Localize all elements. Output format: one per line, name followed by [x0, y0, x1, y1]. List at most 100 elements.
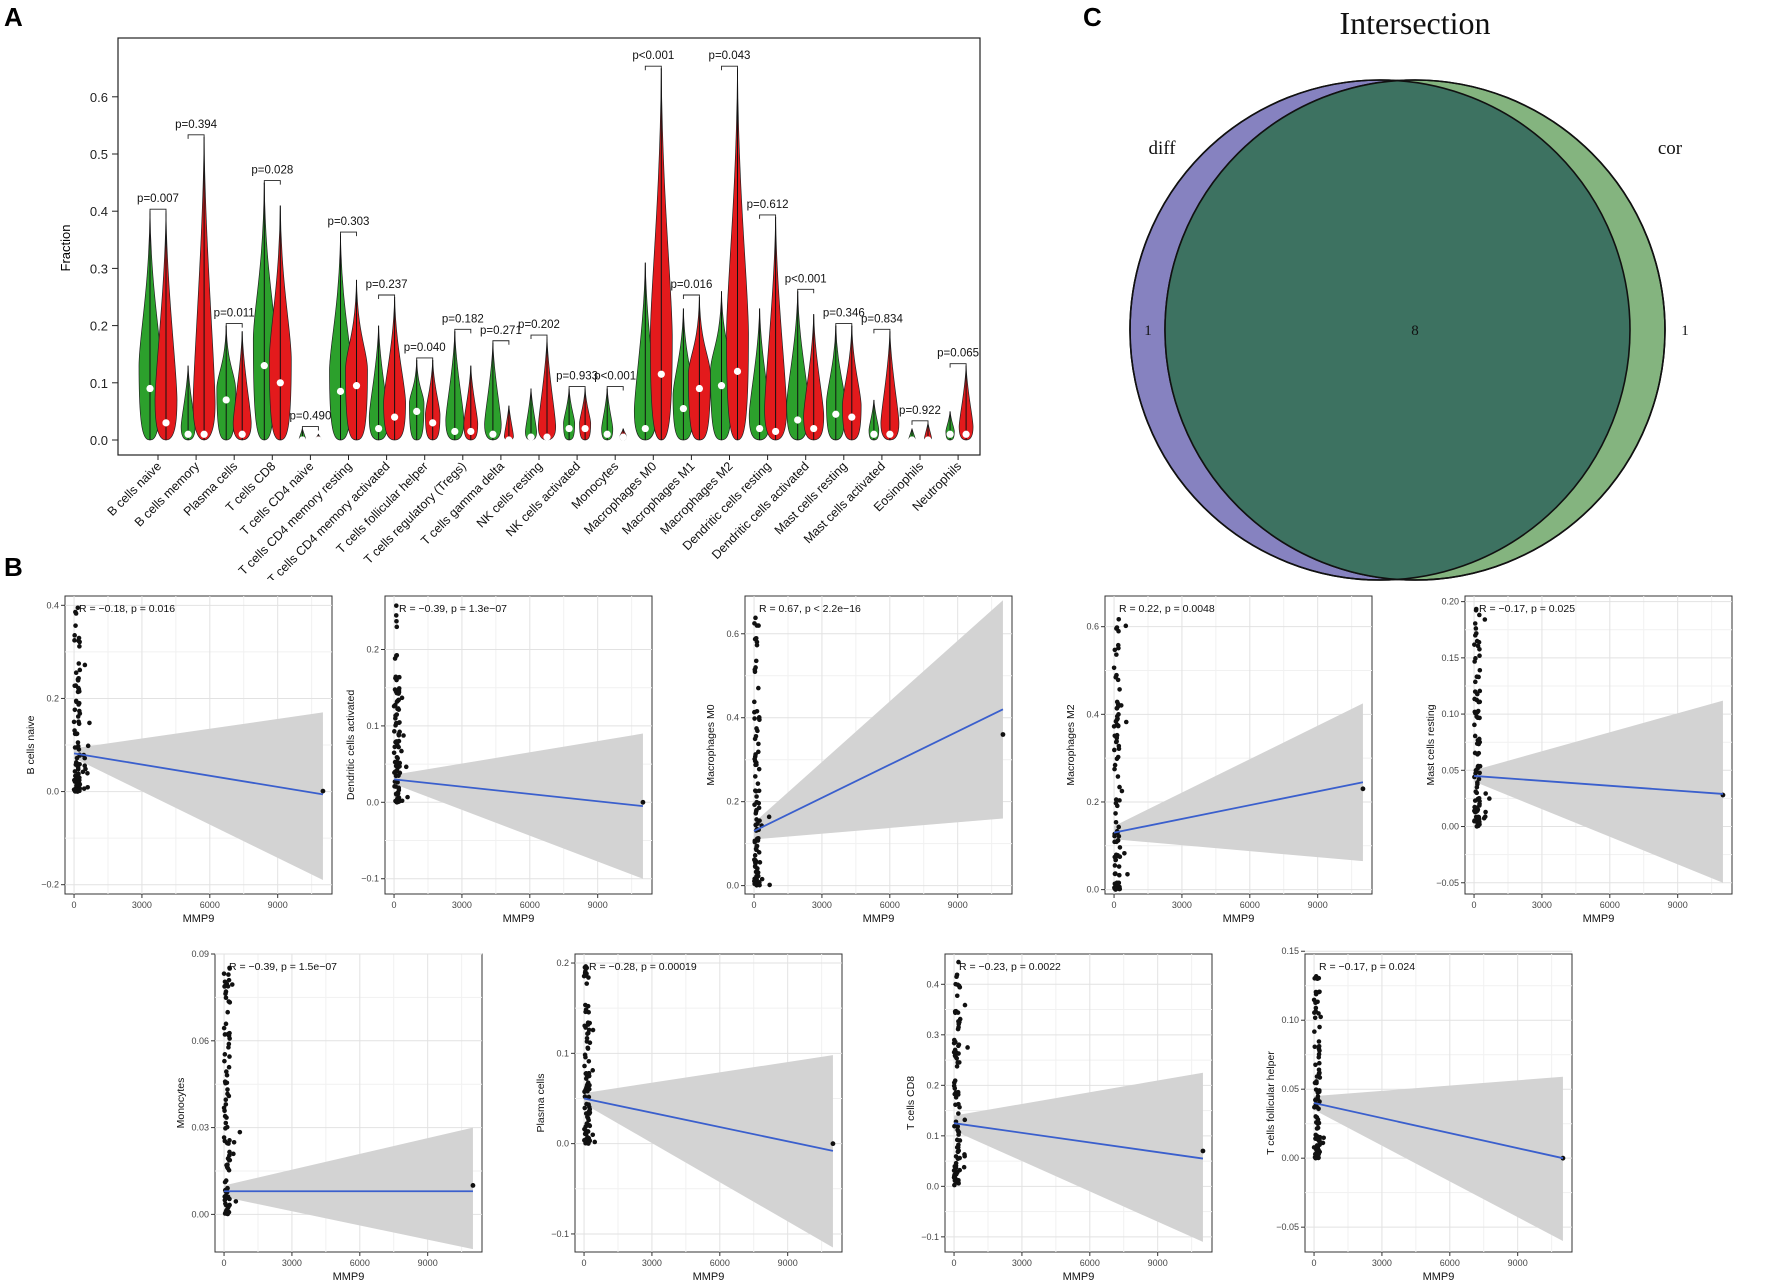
data-point: [755, 873, 761, 879]
data-point: [72, 769, 78, 774]
p-value-label: p=0.043: [709, 50, 751, 62]
data-point: [72, 787, 78, 792]
data-point: [82, 662, 88, 668]
data-point: [952, 1123, 957, 1129]
data-point: [1116, 833, 1122, 839]
p-value-label: p<0.001: [632, 50, 674, 62]
data-point: [752, 881, 757, 887]
data-point: [956, 1021, 962, 1027]
data-point: [1474, 809, 1479, 814]
data-point: [1313, 1062, 1318, 1068]
data-point: [1482, 814, 1488, 819]
violin-group1-median-dot: [946, 430, 954, 438]
data-point-outlier: [830, 1141, 836, 1147]
data-point: [1117, 872, 1122, 878]
data-point: [76, 702, 81, 707]
data-point: [225, 1165, 231, 1171]
violin-group1-median-dot: [489, 430, 497, 438]
y-tick-label: 0.5: [90, 147, 108, 162]
data-point: [401, 733, 406, 738]
data-point: [754, 836, 760, 842]
data-point: [1472, 659, 1477, 664]
data-point: [1316, 975, 1322, 981]
y-tick-label: −0.1: [921, 1232, 939, 1242]
data-point: [1112, 863, 1118, 868]
data-point: [1473, 789, 1479, 794]
data-point: [1474, 638, 1480, 644]
venn-diagram-panel-c: Intersection diff cor 1 1 8: [1129, 5, 1689, 581]
panel-label-a: A: [4, 2, 23, 32]
p-value-label: p=0.182: [442, 313, 484, 325]
y-tick-label: 0.3: [90, 261, 108, 276]
regression-line: [73, 752, 324, 796]
data-point: [1315, 1117, 1321, 1122]
scatter-plot: 0 3000 6000 9000 −0.2 0.0 0.2 0.4 MMP9 B cells na…: [25, 595, 333, 925]
scatter-plot: 0 3000 6000 9000 −0.1 0.0 0.1 0.2 0.3 0.4 MMP9 T ce…: [905, 953, 1213, 1283]
data-point: [1477, 699, 1483, 705]
data-point: [1119, 788, 1125, 794]
data-point: [757, 860, 763, 865]
violin-group2-median-dot: [848, 413, 856, 421]
violin-group1-median-dot: [222, 396, 230, 404]
data-point: [223, 989, 229, 994]
data-point: [82, 755, 88, 761]
data-point: [77, 639, 82, 645]
p-value-label: p=0.040: [404, 342, 446, 354]
x-tick-label: 9000: [948, 900, 968, 910]
data-point: [1122, 850, 1127, 856]
x-tick-label: 0: [1312, 1258, 1317, 1268]
data-point: [583, 972, 588, 978]
data-point: [583, 1071, 589, 1076]
data-point: [222, 1197, 228, 1203]
data-point: [584, 981, 590, 986]
x-tick-label: 6000: [1240, 900, 1260, 910]
data-point: [1321, 1135, 1326, 1141]
data-point: [1115, 774, 1121, 779]
p-value-label: p=0.011: [214, 308, 255, 320]
data-point: [587, 1123, 593, 1129]
data-point: [752, 667, 758, 672]
data-point: [399, 695, 405, 701]
data-point: [226, 972, 231, 977]
significance-bracket: [301, 426, 319, 431]
data-point: [405, 794, 410, 800]
data-point: [225, 1091, 230, 1097]
significance-bracket: [492, 340, 510, 345]
data-point: [223, 1202, 229, 1208]
data-point: [227, 1149, 232, 1155]
correlation-annotation: R = 0.22, p = 0.0048: [1119, 603, 1215, 615]
p-value-label: p=0.394: [175, 119, 217, 131]
x-tick-label: 0: [392, 900, 397, 910]
data-point: [766, 814, 772, 820]
y-tick-label: 0.09: [191, 949, 209, 959]
data-point: [237, 1129, 243, 1135]
y-tick-label: 0.2: [46, 693, 59, 703]
data-point: [226, 1045, 231, 1050]
scatter-plot: 0 3000 6000 9000 −0.1 0.0 0.1 0.2 MMP9 Dendritic …: [345, 595, 653, 925]
y-tick-label: −0.05: [1436, 878, 1459, 888]
violin-group1-median-dot: [375, 424, 383, 433]
data-point: [965, 1045, 970, 1050]
data-point: [590, 1068, 596, 1073]
y-tick-label: 0.2: [556, 958, 569, 968]
venn-count-cor-only: 1: [1681, 323, 1689, 339]
data-point: [953, 1165, 959, 1171]
data-point: [73, 611, 79, 616]
y-axis-label: Macrophages M2: [1065, 704, 1077, 785]
data-point: [1312, 976, 1317, 981]
violin-group1-median-dot: [679, 404, 688, 413]
regression-line: [1473, 775, 1724, 795]
y-tick-label: 0.2: [726, 797, 739, 807]
data-point: [396, 773, 401, 778]
data-point: [1312, 1080, 1318, 1086]
confidence-band: [1314, 1076, 1563, 1241]
y-tick-label: 0.4: [46, 600, 59, 610]
data-point: [1315, 1125, 1321, 1131]
data-point: [1312, 1015, 1318, 1021]
data-point: [225, 1009, 230, 1015]
violin-group1-median-dot: [756, 424, 764, 433]
data-point: [1117, 784, 1122, 790]
data-point: [583, 1025, 588, 1030]
significance-bracket: [873, 328, 891, 334]
venn-intersection: [1165, 80, 1630, 580]
